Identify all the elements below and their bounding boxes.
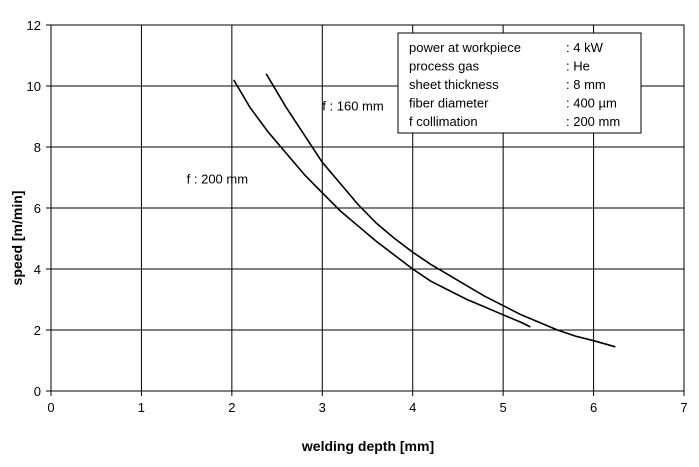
parameter-value: : 400 µm (566, 96, 617, 111)
parameter-legend-box: power at workpiece : 4 kW process gas : He s… (397, 32, 642, 134)
parameter-label: f collimation (409, 114, 478, 129)
x-tick-label: 0 (47, 400, 54, 415)
y-tick-label: 0 (34, 384, 41, 399)
x-tick-label: 2 (228, 400, 235, 415)
x-axis-title: welding depth [mm] (301, 438, 434, 454)
parameter-label: sheet thickness (409, 77, 499, 92)
parameter-label: process gas (409, 59, 480, 74)
parameter-value: : 4 kW (566, 40, 604, 55)
parameter-label: fiber diameter (409, 96, 489, 111)
y-tick-label: 6 (34, 201, 41, 216)
parameter-value: : 200 mm (566, 114, 620, 129)
x-tick-label: 4 (409, 400, 416, 415)
curve-label-f-200mm: f : 200 mm (187, 172, 248, 187)
data-series (233, 73, 616, 348)
curve-label-f-160mm: f : 160 mm (322, 98, 383, 113)
y-tick-label: 4 (34, 262, 41, 277)
parameter-rows: power at workpiece : 4 kW process gas : He s… (409, 40, 620, 129)
parameter-box-frame (397, 32, 642, 134)
x-axis-tick-labels: 0 1 2 3 4 5 6 7 (47, 400, 687, 415)
series-line-f-160mm (265, 73, 616, 348)
y-tick-label: 12 (27, 18, 41, 33)
y-tick-label: 10 (27, 79, 41, 94)
x-tick-label: 7 (680, 400, 687, 415)
plot-area-frame (50, 24, 685, 392)
x-tick-label: 6 (590, 400, 597, 415)
x-tick-label: 5 (500, 400, 507, 415)
y-tick-label: 8 (34, 140, 41, 155)
x-tick-label: 3 (319, 400, 326, 415)
parameter-value: : 8 mm (566, 77, 606, 92)
curve-annotations: f : 160 mm f : 200 mm (187, 98, 384, 186)
y-axis-tick-labels: 0 2 4 6 8 10 12 (27, 18, 41, 399)
y-tick-label: 2 (34, 323, 41, 338)
x-tick-label: 1 (138, 400, 145, 415)
parameter-value: : He (566, 59, 590, 74)
y-axis-title: speed [m/min] (9, 191, 25, 286)
series-line-f-200mm (233, 79, 531, 328)
parameter-label: power at workpiece (409, 40, 521, 55)
